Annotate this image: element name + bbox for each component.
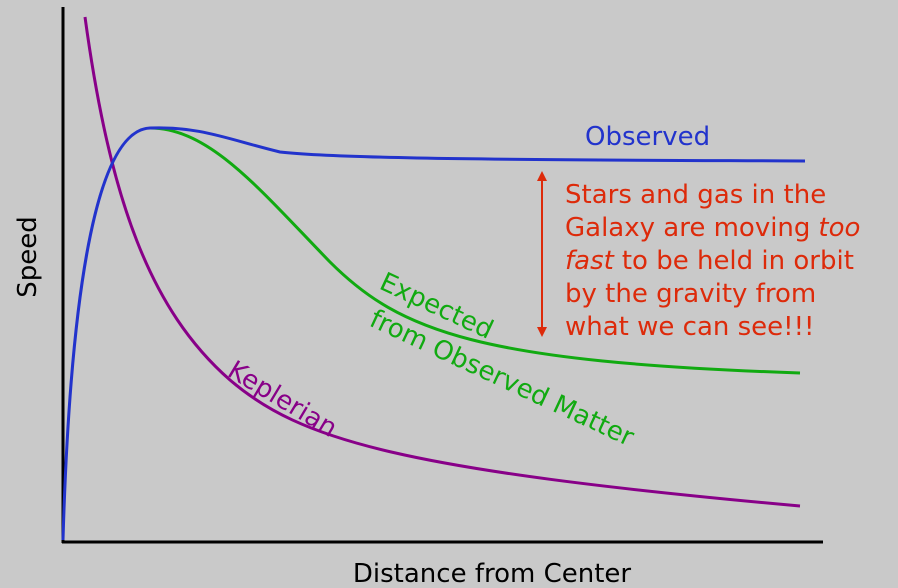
annotation-line: Galaxy are moving too (565, 213, 860, 243)
emphasis: too (818, 213, 860, 243)
observed-label: Observed (585, 122, 710, 152)
emphasis: fast (565, 246, 615, 276)
annotation-text: Galaxy are moving (565, 213, 810, 243)
annotation-text: by the gravity from (565, 279, 816, 309)
annotation-line: by the gravity from (565, 279, 816, 309)
annotation-text: what we can see!!! (565, 312, 814, 342)
observed-curve (61, 126, 806, 541)
y-axis-label: Speed (13, 216, 43, 298)
annotation-text: to be held in orbit (622, 246, 854, 276)
annotation-line: Stars and gas in the (565, 180, 826, 210)
x-axis-label: Distance from Center (353, 559, 632, 588)
annotation-text: Stars and gas in the (565, 180, 826, 210)
annotation-line: what we can see!!! (565, 312, 814, 342)
annotation-line: fast to be held in orbit (565, 246, 854, 276)
keplerian-curve (83, 16, 801, 508)
expected-curve (149, 126, 801, 375)
